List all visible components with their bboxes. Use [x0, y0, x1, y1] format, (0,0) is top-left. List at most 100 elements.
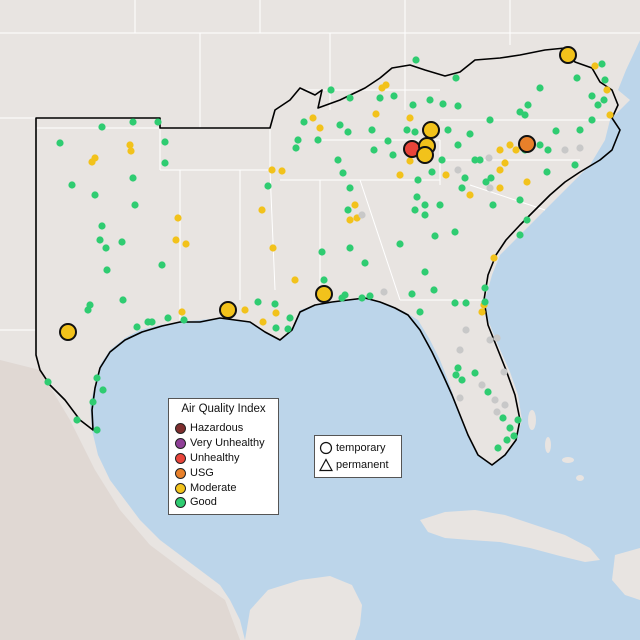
- aqi-station-good[interactable]: [98, 123, 106, 131]
- aqi-station-good[interactable]: [346, 244, 354, 252]
- aqi-station-moderate[interactable]: [490, 254, 498, 262]
- aqi-station-moderate[interactable]: [291, 276, 299, 284]
- aqi-station-good[interactable]: [118, 238, 126, 246]
- aqi-station-moderate[interactable]: [591, 62, 599, 70]
- aqi-station-good[interactable]: [458, 376, 466, 384]
- aqi-station-good[interactable]: [416, 308, 424, 316]
- aqi-station-moderate[interactable]: [512, 146, 520, 154]
- aqi-station-good[interactable]: [489, 201, 497, 209]
- aqi-station-good[interactable]: [524, 101, 532, 109]
- aqi-monitor-moderate[interactable]: [559, 46, 577, 64]
- aqi-station-good[interactable]: [514, 416, 522, 424]
- aqi-station-good[interactable]: [428, 168, 436, 176]
- aqi-station-good[interactable]: [339, 169, 347, 177]
- aqi-station-good[interactable]: [494, 444, 502, 452]
- aqi-station-good[interactable]: [421, 211, 429, 219]
- aqi-station-good[interactable]: [576, 126, 584, 134]
- aqi-station-good[interactable]: [499, 414, 507, 422]
- aqi-station-good[interactable]: [466, 130, 474, 138]
- aqi-station-good[interactable]: [346, 184, 354, 192]
- aqi-station-good[interactable]: [458, 184, 466, 192]
- aqi-station-good[interactable]: [408, 290, 416, 298]
- aqi-station-good[interactable]: [413, 193, 421, 201]
- aqi-station-good[interactable]: [461, 174, 469, 182]
- aqi-station-good[interactable]: [396, 240, 404, 248]
- aqi-station-good[interactable]: [254, 298, 262, 306]
- aqi-station-good[interactable]: [99, 386, 107, 394]
- aqi-station-moderate[interactable]: [178, 308, 186, 316]
- aqi-station-good[interactable]: [366, 292, 374, 300]
- aqi-station-good[interactable]: [462, 299, 470, 307]
- aqi-station-good[interactable]: [264, 182, 272, 190]
- aqi-station-good[interactable]: [544, 146, 552, 154]
- aqi-station-good[interactable]: [284, 325, 292, 333]
- aqi-monitor-moderate[interactable]: [219, 301, 237, 319]
- aqi-station-moderate[interactable]: [523, 178, 531, 186]
- aqi-station-good[interactable]: [481, 298, 489, 306]
- aqi-station-good[interactable]: [510, 432, 518, 440]
- aqi-station-no-data[interactable]: [493, 334, 501, 342]
- aqi-station-good[interactable]: [411, 206, 419, 214]
- aqi-station-no-data[interactable]: [358, 211, 366, 219]
- aqi-station-no-data[interactable]: [380, 288, 388, 296]
- aqi-station-good[interactable]: [536, 84, 544, 92]
- aqi-monitor-moderate[interactable]: [416, 146, 434, 164]
- aqi-station-good[interactable]: [129, 118, 137, 126]
- aqi-station-good[interactable]: [334, 156, 342, 164]
- aqi-station-good[interactable]: [403, 126, 411, 134]
- aqi-station-moderate[interactable]: [258, 206, 266, 214]
- aqi-station-good[interactable]: [389, 151, 397, 159]
- aqi-station-no-data[interactable]: [485, 154, 493, 162]
- aqi-station-good[interactable]: [412, 56, 420, 64]
- aqi-station-good[interactable]: [471, 156, 479, 164]
- aqi-station-good[interactable]: [119, 296, 127, 304]
- aqi-station-good[interactable]: [376, 94, 384, 102]
- aqi-monitor-moderate[interactable]: [315, 285, 333, 303]
- aqi-station-good[interactable]: [161, 159, 169, 167]
- aqi-station-moderate[interactable]: [496, 184, 504, 192]
- aqi-station-good[interactable]: [390, 92, 398, 100]
- aqi-station-good[interactable]: [344, 128, 352, 136]
- aqi-station-good[interactable]: [98, 222, 106, 230]
- aqi-station-good[interactable]: [384, 137, 392, 145]
- aqi-station-good[interactable]: [320, 276, 328, 284]
- aqi-station-good[interactable]: [476, 156, 484, 164]
- aqi-station-good[interactable]: [516, 108, 524, 116]
- aqi-station-good[interactable]: [451, 299, 459, 307]
- aqi-monitor-usg[interactable]: [518, 135, 536, 153]
- aqi-station-good[interactable]: [573, 74, 581, 82]
- aqi-station-good[interactable]: [129, 174, 137, 182]
- aqi-station-good[interactable]: [594, 101, 602, 109]
- aqi-station-good[interactable]: [286, 314, 294, 322]
- aqi-station-no-data[interactable]: [493, 408, 501, 416]
- aqi-station-good[interactable]: [452, 74, 460, 82]
- aqi-station-no-data[interactable]: [576, 144, 584, 152]
- aqi-markers[interactable]: [44, 46, 614, 452]
- aqi-station-good[interactable]: [411, 128, 419, 136]
- aqi-monitor-moderate[interactable]: [422, 121, 440, 139]
- aqi-station-good[interactable]: [68, 181, 76, 189]
- aqi-station-good[interactable]: [503, 436, 511, 444]
- aqi-station-moderate[interactable]: [278, 167, 286, 175]
- aqi-station-good[interactable]: [431, 232, 439, 240]
- aqi-station-moderate[interactable]: [478, 308, 486, 316]
- aqi-station-good[interactable]: [84, 306, 92, 314]
- aqi-station-moderate[interactable]: [241, 306, 249, 314]
- aqi-station-good[interactable]: [421, 268, 429, 276]
- aqi-station-moderate[interactable]: [309, 114, 317, 122]
- aqi-station-good[interactable]: [294, 136, 302, 144]
- aqi-station-good[interactable]: [344, 206, 352, 214]
- aqi-station-good[interactable]: [44, 378, 52, 386]
- aqi-station-moderate[interactable]: [382, 81, 390, 89]
- aqi-station-moderate[interactable]: [466, 191, 474, 199]
- aqi-station-moderate[interactable]: [182, 240, 190, 248]
- aqi-station-good[interactable]: [486, 116, 494, 124]
- aqi-station-good[interactable]: [292, 144, 300, 152]
- aqi-station-good[interactable]: [158, 261, 166, 269]
- aqi-station-moderate[interactable]: [442, 171, 450, 179]
- aqi-station-good[interactable]: [506, 424, 514, 432]
- aqi-station-good[interactable]: [487, 174, 495, 182]
- aqi-station-good[interactable]: [543, 168, 551, 176]
- aqi-station-no-data[interactable]: [561, 146, 569, 154]
